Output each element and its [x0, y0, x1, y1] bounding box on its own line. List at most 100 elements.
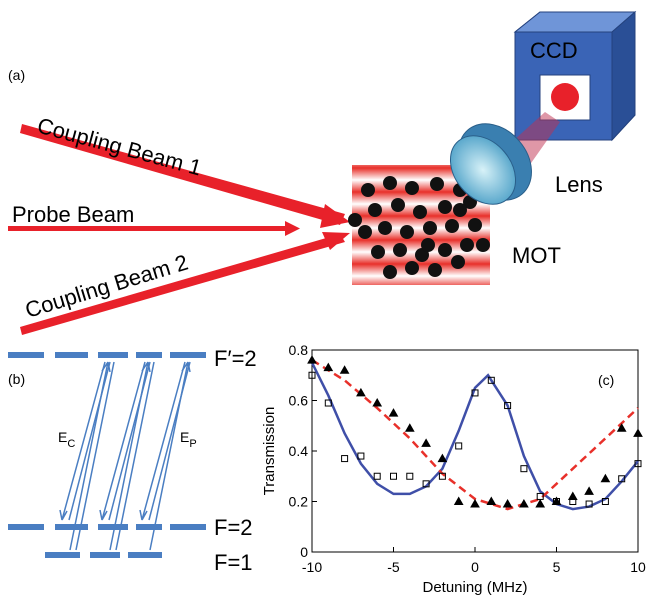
symbol: E: [180, 429, 189, 445]
atom: [383, 176, 397, 190]
x-tick-label: 10: [630, 559, 646, 575]
point: [520, 465, 528, 473]
y-tick-label: 0.6: [289, 393, 309, 409]
level-label: F′=2: [214, 346, 257, 371]
point: [585, 500, 593, 508]
point: [308, 371, 316, 379]
arrow: [149, 361, 191, 551]
point: [373, 472, 381, 480]
atom: [438, 200, 452, 214]
atom: [423, 221, 437, 235]
plot-frame: [311, 349, 639, 553]
point: [406, 472, 414, 480]
point: [390, 472, 397, 480]
atom: [393, 243, 407, 257]
point: [356, 387, 366, 397]
atom: [468, 218, 482, 232]
beam-label: Probe Beam: [12, 202, 134, 227]
x-tick-label: 5: [553, 559, 561, 575]
atom: [413, 205, 427, 219]
ccd-image: [551, 83, 579, 111]
point: [388, 408, 399, 417]
atoms: [348, 176, 490, 279]
atom: [428, 263, 442, 277]
point: [471, 389, 479, 397]
energy-levels: [8, 352, 206, 558]
atom: [460, 238, 474, 252]
point: [551, 496, 562, 505]
x-tick-label: 0: [471, 559, 479, 575]
atom: [421, 238, 435, 252]
point: [324, 399, 332, 407]
point: [421, 438, 431, 447]
probe-beam: [8, 226, 290, 231]
point: [567, 491, 578, 500]
mot-label: MOT: [512, 243, 561, 268]
y-tick-label: 0.4: [289, 443, 309, 459]
coupling-beam-2: [20, 234, 345, 335]
atom: [430, 177, 444, 191]
atom: [348, 213, 362, 227]
point: [437, 453, 448, 463]
subscript: C: [67, 438, 75, 450]
atom: [405, 261, 419, 275]
atom: [476, 238, 490, 252]
point: [616, 423, 627, 432]
atom: [361, 183, 375, 197]
point: [323, 362, 334, 372]
level-label: F=2: [214, 515, 253, 540]
chart: -10 -5 0 5 10 0 0.2 0.4 0.6 0.8 Detuning (MHz) Tran…: [261, 342, 646, 596]
point: [618, 475, 626, 483]
point: [634, 460, 642, 468]
point: [633, 428, 643, 437]
atom: [383, 265, 397, 279]
y-tick-label: 0.2: [289, 494, 309, 510]
atom: [405, 181, 419, 195]
point: [307, 355, 317, 364]
arrow: [109, 361, 151, 551]
atom: [445, 219, 459, 233]
x-tick-label: -5: [387, 559, 400, 575]
panel-label: (c): [598, 372, 614, 388]
point: [486, 496, 497, 505]
arrow-head: [320, 204, 350, 228]
fit-line: [311, 359, 639, 511]
arrow-head: [285, 221, 300, 236]
atom: [451, 255, 465, 269]
point: [519, 499, 529, 508]
fit-line: [310, 362, 639, 511]
y-tick-label: 0: [300, 544, 308, 560]
arrow: [139, 361, 186, 521]
point: [487, 376, 495, 384]
coupling-label: EC: [58, 429, 75, 450]
lens-label: Lens: [555, 172, 603, 197]
arrow: [75, 361, 115, 551]
atom: [438, 243, 452, 257]
atom: [453, 203, 467, 217]
point: [455, 442, 463, 450]
point: [438, 472, 446, 480]
point: [357, 452, 365, 460]
atom: [391, 198, 405, 212]
point: [339, 365, 350, 374]
arrow: [99, 361, 146, 521]
arrow: [115, 361, 155, 551]
point: [453, 496, 464, 505]
x-axis-label: Detuning (MHz): [422, 579, 527, 596]
symbol: E: [58, 429, 67, 445]
coupling-beam-1: [20, 124, 345, 225]
lens: [449, 135, 517, 205]
point: [404, 423, 415, 432]
point: [341, 455, 349, 463]
x-tick-label: -10: [302, 559, 322, 575]
point: [584, 486, 594, 495]
point: [535, 499, 546, 508]
atom: [378, 221, 392, 235]
point: [372, 398, 383, 407]
probe-label: EP: [180, 429, 197, 450]
y-tick-label: 0.8: [289, 342, 309, 358]
subscript: P: [189, 438, 196, 450]
point: [601, 498, 609, 505]
transitions: [59, 361, 191, 551]
